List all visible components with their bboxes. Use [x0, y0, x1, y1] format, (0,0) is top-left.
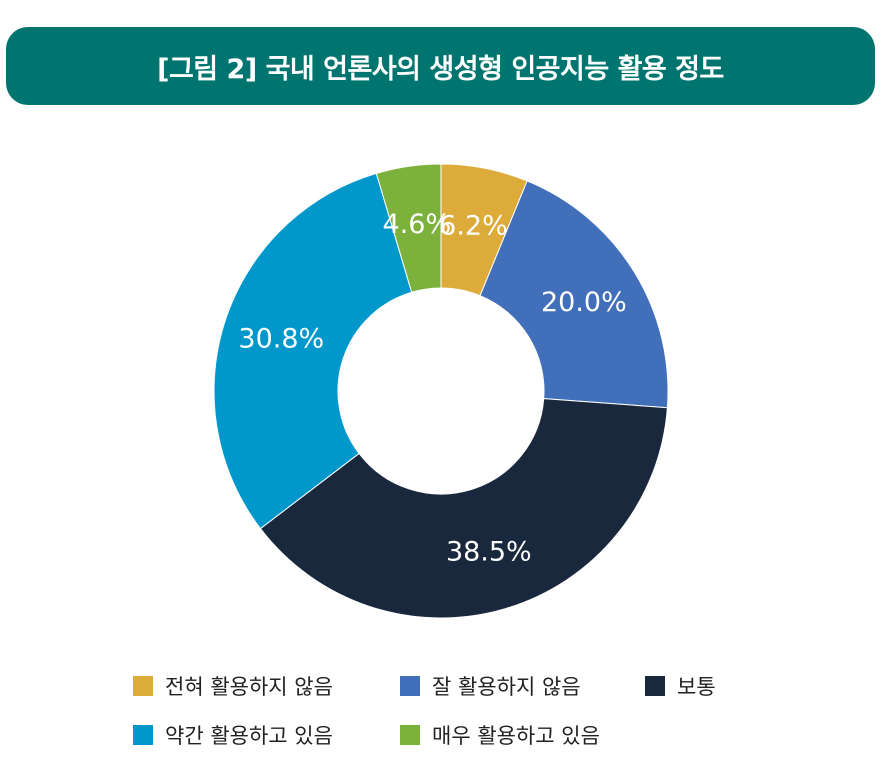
legend-item-somewhat: 약간 활용하고 있음: [133, 720, 400, 750]
donut-chart: 6.2% 20.0% 38.5% 30.8% 4.6%: [213, 163, 669, 619]
legend-label: 전혀 활용하지 않음: [165, 675, 333, 699]
data-label: 6.2%: [439, 211, 508, 242]
legend-item-rarely: 잘 활용하지 않음: [400, 671, 645, 701]
slice-rarely: [479, 180, 669, 409]
legend: 전혀 활용하지 않음 잘 활용하지 않음 보통 약간 활용하고 있음 매우 활용…: [133, 668, 773, 766]
legend-swatch: [400, 725, 420, 745]
title-banner: [그림 2] 국내 언론사의 생성형 인공지능 활용 정도: [6, 27, 875, 105]
legend-label: 매우 활용하고 있음: [432, 724, 600, 748]
legend-swatch: [400, 676, 420, 696]
legend-label: 잘 활용하지 않음: [432, 675, 581, 699]
data-label: 20.0%: [541, 287, 627, 318]
data-label: 30.8%: [238, 323, 324, 354]
chart-title: [그림 2] 국내 언론사의 생성형 인공지능 활용 정도: [157, 53, 724, 85]
data-label: 38.5%: [446, 537, 532, 568]
legend-label: 보통: [677, 675, 716, 699]
legend-swatch: [133, 676, 153, 696]
data-label: 4.6%: [383, 209, 452, 240]
legend-swatch: [133, 725, 153, 745]
legend-item-very-much: 매우 활용하고 있음: [400, 720, 600, 750]
slice-somewhat: [213, 172, 413, 530]
legend-item-not-at-all: 전혀 활용하지 않음: [133, 671, 400, 701]
slice-neutral: [259, 398, 668, 619]
legend-label: 약간 활용하고 있음: [165, 724, 333, 748]
legend-swatch: [645, 676, 665, 696]
slice-very-much: [375, 163, 442, 293]
legend-item-neutral: 보통: [645, 671, 716, 701]
